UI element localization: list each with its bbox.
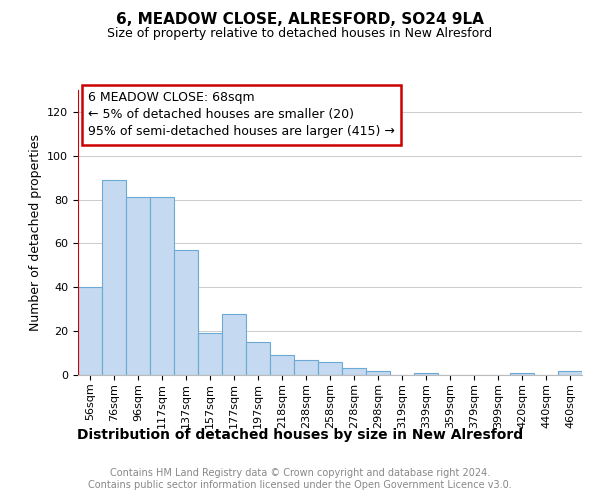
Bar [414, 373, 438, 375]
Bar [222, 314, 246, 375]
Bar [342, 368, 366, 375]
Y-axis label: Number of detached properties: Number of detached properties [29, 134, 41, 331]
Bar [510, 373, 534, 375]
Text: Distribution of detached houses by size in New Alresford: Distribution of detached houses by size … [77, 428, 523, 442]
Text: 6, MEADOW CLOSE, ALRESFORD, SO24 9LA: 6, MEADOW CLOSE, ALRESFORD, SO24 9LA [116, 12, 484, 28]
Text: Contains HM Land Registry data © Crown copyright and database right 2024.
Contai: Contains HM Land Registry data © Crown c… [88, 468, 512, 490]
Bar [270, 356, 294, 375]
Bar [246, 342, 270, 375]
Bar [102, 180, 126, 375]
Bar [198, 334, 222, 375]
Bar [126, 198, 150, 375]
Bar [150, 198, 174, 375]
Bar [78, 288, 102, 375]
Text: 6 MEADOW CLOSE: 68sqm
← 5% of detached houses are smaller (20)
95% of semi-detac: 6 MEADOW CLOSE: 68sqm ← 5% of detached h… [88, 92, 395, 138]
Bar [174, 250, 198, 375]
Bar [294, 360, 318, 375]
Bar [318, 362, 342, 375]
Bar [558, 370, 582, 375]
Text: Size of property relative to detached houses in New Alresford: Size of property relative to detached ho… [107, 28, 493, 40]
Bar [366, 370, 390, 375]
